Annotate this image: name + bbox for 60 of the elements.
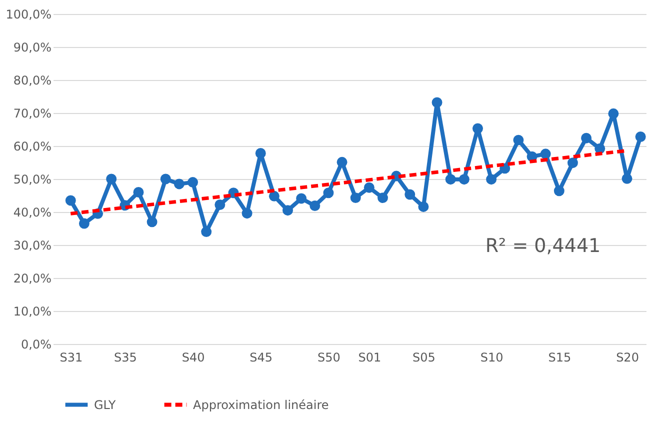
point	[540, 148, 551, 160]
y-tick-label: 30,0%	[13, 238, 52, 252]
point	[445, 174, 456, 185]
point	[472, 123, 483, 134]
x-tick-label: S35	[114, 350, 137, 364]
point	[133, 186, 144, 198]
point	[106, 174, 117, 184]
y-tick-label: 20,0%	[13, 272, 52, 286]
legend-label: Approximation linéaire	[193, 398, 329, 412]
point	[432, 97, 442, 108]
point	[174, 178, 184, 190]
x-tick-label: S31	[60, 350, 83, 364]
point	[635, 132, 646, 142]
x-tick-label: S40	[182, 350, 205, 364]
x-tick-label: S50	[318, 350, 340, 364]
point	[78, 218, 90, 229]
annotation: R² = 0,4441	[485, 235, 601, 257]
point	[255, 148, 266, 158]
y-tick-label: 50,0%	[13, 172, 52, 186]
point	[310, 200, 320, 211]
x-tick-label: S05	[412, 350, 436, 364]
point	[296, 193, 307, 204]
point	[486, 174, 497, 185]
point	[378, 192, 388, 204]
point	[404, 189, 416, 200]
y-tick-label: 40,0%	[13, 206, 52, 220]
y-tick-label: 10,0%	[13, 304, 52, 318]
point	[622, 173, 632, 184]
point	[608, 108, 619, 119]
y-tick-label: 80,0%	[13, 74, 52, 88]
y-tick-label: 60,0%	[13, 140, 52, 154]
y-tick-label: 0,0%	[21, 338, 52, 352]
point	[567, 158, 578, 168]
point	[364, 182, 374, 193]
point	[418, 201, 429, 212]
x-tick-label: S10	[480, 350, 504, 364]
point	[458, 174, 470, 185]
point	[282, 205, 293, 216]
legend-label: GLY	[94, 398, 116, 412]
y-tick-label: 100,0%	[6, 8, 52, 22]
point	[323, 188, 334, 198]
y-tick-label: 70,0%	[13, 106, 52, 120]
x-tick-label: S45	[250, 350, 273, 364]
y-tick-label: 90,0%	[13, 40, 52, 54]
point	[201, 226, 212, 238]
point	[242, 208, 252, 219]
point	[65, 195, 76, 206]
point	[581, 132, 592, 144]
point	[146, 216, 158, 228]
point	[160, 174, 171, 184]
point	[336, 156, 348, 168]
point	[188, 177, 198, 188]
point	[513, 134, 524, 146]
point	[554, 186, 564, 196]
x-tick-label: S15	[548, 350, 572, 364]
x-tick-label: S01	[358, 350, 382, 364]
point	[350, 192, 361, 204]
x-tick-label: S20	[616, 350, 639, 364]
point	[214, 200, 226, 210]
point	[268, 190, 280, 202]
